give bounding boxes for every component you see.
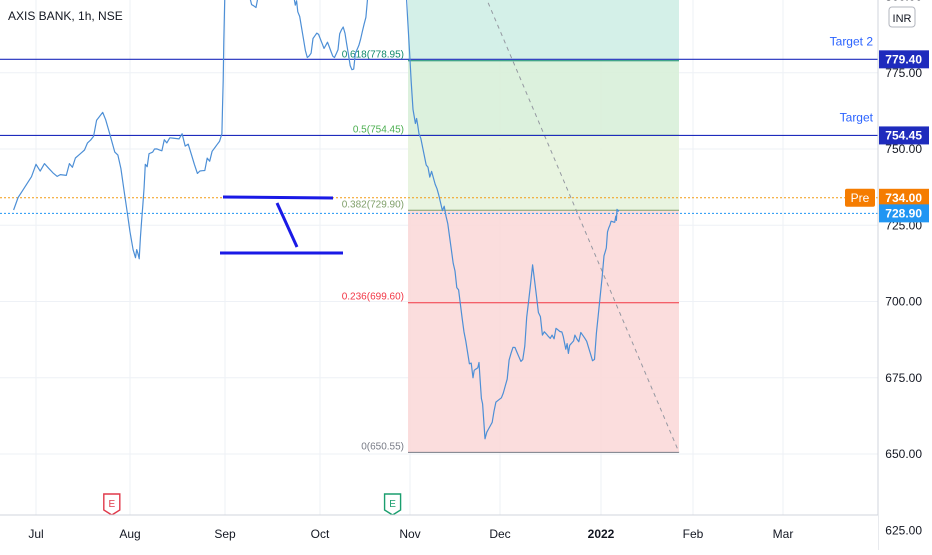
time-tick-label: Sep: [214, 527, 236, 541]
fib-zone: [408, 60, 679, 136]
price-axis-bg: [878, 0, 932, 550]
level-tag-label: Target: [840, 110, 874, 124]
fib-zone: [408, 210, 679, 303]
fibonacci-retracement[interactable]: 1(858.30)0.786(813.83)0.618(778.95)0.5(7…: [342, 0, 680, 453]
time-axis[interactable]: Jul Aug Sep Oct Nov Dec 2022 Feb Mar: [0, 514, 878, 550]
fib-level-label: 0.382(729.90): [342, 199, 404, 210]
time-tick-label: Mar: [773, 527, 794, 541]
earnings-marker-shape: [383, 493, 402, 516]
level-price-tag-label: 754.45: [885, 128, 922, 142]
fib-level-label: 0(650.55): [361, 441, 404, 452]
time-tick-label: Oct: [311, 527, 330, 541]
flag-pole-line[interactable]: [275, 202, 299, 248]
level-price-tag-bg: [879, 126, 929, 145]
price-tick-label: 775.00: [885, 66, 922, 80]
fib-level-label: 0.618(778.95): [342, 50, 404, 61]
price-axis[interactable]: 625.00650.00675.00700.00725.00750.00775.…: [877, 0, 932, 550]
level-tag-label: Target 2: [830, 34, 874, 48]
level-price-tag-label: 779.40: [885, 52, 922, 66]
time-tick-label: Nov: [399, 527, 420, 541]
earnings-marker[interactable]: E: [383, 493, 402, 516]
last-price-tag-bg: [879, 204, 929, 223]
price-tick-label: 750.00: [885, 142, 922, 156]
fib-level-label: 0.5(754.45): [353, 124, 404, 135]
fib-level-label: 0.236(699.60): [342, 292, 404, 303]
price-line: [13, 0, 620, 440]
time-axis-bg: [0, 515, 878, 550]
earnings-marker-label: E: [389, 499, 396, 510]
last-price-tag-label: 728.90: [885, 206, 922, 220]
premarket-price-tag-label: 734.00: [885, 191, 922, 205]
earnings-marker[interactable]: E: [103, 493, 121, 516]
fib-zone: [408, 302, 679, 453]
price-tick-label: 650.00: [885, 447, 922, 461]
time-tick-label: Aug: [119, 527, 140, 541]
price-tick-label: 675.00: [885, 371, 922, 385]
premarket-badge-label: Pre: [851, 191, 870, 205]
price-tick-label: 800.00: [885, 0, 922, 4]
time-tick-label: Feb: [683, 527, 704, 541]
fib-zone: [408, 0, 679, 61]
time-tick-label: Dec: [489, 527, 510, 541]
price-tick-label: 700.00: [885, 295, 922, 309]
symbol-title: AXIS BANK, 1h, NSE: [8, 9, 123, 23]
time-tick-label: 2022: [588, 527, 615, 541]
currency-label: INR: [893, 13, 912, 25]
time-tick-label: Jul: [28, 527, 43, 541]
price-tick-label: 625.00: [885, 523, 922, 537]
flag-top-line[interactable]: [222, 195, 334, 200]
earnings-marker-label: E: [108, 499, 115, 510]
earnings-marker-shape: [103, 493, 121, 516]
price-series: [13, 0, 620, 440]
fib-zone: [408, 135, 679, 211]
level-price-tag-bg: [879, 50, 929, 69]
premarket-badge-bg: [845, 188, 875, 207]
currency-badge[interactable]: INR: [888, 6, 916, 28]
trend-lines[interactable]: [220, 195, 343, 255]
premarket-price-tag-bg: [879, 188, 929, 207]
